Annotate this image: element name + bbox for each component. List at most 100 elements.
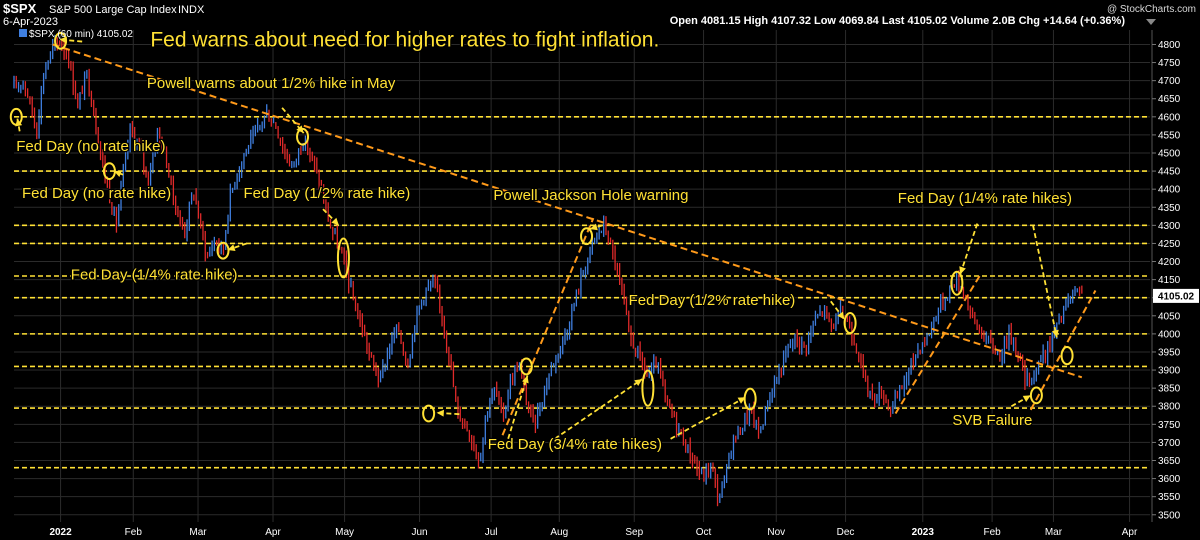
x-tick-label: Mar: [189, 527, 207, 538]
exchange-label: INDX: [178, 4, 205, 16]
y-tick-label: 4200: [1158, 257, 1181, 268]
x-tick-label: Apr: [1122, 527, 1138, 538]
event-circle: [422, 404, 436, 423]
symbol-label: $SPX: [3, 1, 37, 16]
series-legend-swatch: [19, 29, 27, 37]
y-tick-label: 3700: [1158, 438, 1181, 449]
event-circle: [1029, 386, 1043, 405]
event-circle: [580, 227, 594, 246]
arrowhead: [227, 244, 236, 251]
annotation-arrow: [507, 375, 529, 440]
x-tick-label: Oct: [696, 527, 712, 538]
last-price-label: 4105.02: [1158, 291, 1195, 302]
arrowhead: [113, 170, 122, 177]
annotation-label: SVB Failure: [952, 412, 1032, 429]
event-circle: [843, 311, 857, 335]
y-tick-label: 3750: [1158, 420, 1181, 431]
annotation-label: Fed Day (no rate hike): [16, 138, 165, 155]
arrowhead: [737, 397, 746, 404]
arrowhead: [634, 379, 643, 387]
y-tick-label: 4750: [1158, 58, 1181, 69]
stockcharts-watermark: @ StockCharts.com: [1107, 4, 1196, 15]
y-tick-label: 3950: [1158, 347, 1181, 358]
triangle-down-icon[interactable]: [1146, 19, 1156, 25]
annotation-label: Fed Day (1/2% rate hike): [629, 292, 796, 309]
x-tick-label: 2023: [912, 527, 935, 538]
y-tick-label: 4300: [1158, 221, 1181, 232]
y-tick-label: 4650: [1158, 94, 1181, 105]
y-tick-label: 4800: [1158, 40, 1181, 51]
y-tick-label: 4600: [1158, 112, 1181, 123]
y-tick-label: 3650: [1158, 456, 1181, 467]
y-tick-label: 4250: [1158, 239, 1181, 250]
annotation-arrow: [1032, 225, 1058, 338]
annotation-label: Fed Day (1/4% rate hikes): [898, 190, 1072, 207]
y-tick-label: 3850: [1158, 384, 1181, 395]
y-tick-label: 3500: [1158, 510, 1181, 521]
event-circle: [216, 241, 230, 260]
x-tick-label: Apr: [265, 527, 281, 538]
arrowhead: [15, 118, 23, 127]
arrowhead: [589, 223, 598, 231]
date-label: 6-Apr-2023: [3, 16, 58, 28]
y-tick-label: 4000: [1158, 329, 1181, 340]
x-tick-label: Jul: [485, 527, 498, 538]
x-tick-label: Mar: [1045, 527, 1063, 538]
y-tick-label: 4700: [1158, 76, 1181, 87]
price-bars: [13, 34, 1083, 507]
y-tick-label: 4550: [1158, 130, 1181, 141]
trendline: [52, 43, 1083, 379]
arrowhead: [959, 266, 966, 275]
y-tick-label: 4400: [1158, 185, 1181, 196]
annotation-label: Powell warns about 1/2% hike in May: [147, 75, 396, 92]
annotation-label: Fed Day (3/4% rate hikes): [488, 436, 662, 453]
series-legend-label: $SPX (60 min) 4105.02: [29, 29, 133, 40]
y-axis-panel: [1152, 0, 1200, 540]
event-circle: [641, 369, 655, 407]
annotation-arrow: [670, 396, 747, 440]
annotation-arrows: [15, 36, 1059, 440]
y-axis-ticks: 3500 3550 3600 3650 3700 3750 3800 3850 3900 3950…: [1152, 40, 1181, 521]
x-tick-label: Feb: [125, 527, 143, 538]
arrowhead: [837, 311, 845, 320]
ohlc-readout: Open 4081.15 High 4107.32 Low 4069.84 La…: [670, 15, 1126, 27]
arrowhead: [296, 125, 304, 134]
y-tick-label: 4350: [1158, 203, 1181, 214]
y-tick-label: 3600: [1158, 474, 1181, 485]
x-tick-label: Aug: [550, 527, 568, 538]
x-tick-label: Sep: [625, 527, 643, 538]
x-tick-label: Feb: [983, 527, 1001, 538]
x-axis-ticks: 2022 Feb Mar Apr May Jun Jul Aug Sep Oct Nov Dec 202…: [49, 527, 1138, 538]
x-tick-label: 2022: [49, 527, 72, 538]
event-circle: [743, 387, 757, 411]
annotation-label: Fed Day (1/4% rate hike): [71, 267, 238, 284]
arrowhead: [59, 36, 67, 44]
arrowhead: [1022, 395, 1031, 402]
y-tick-label: 3900: [1158, 366, 1181, 377]
annotation-labels: Fed warns about need for higher rates to…: [15, 27, 1073, 454]
x-tick-label: Jun: [411, 527, 427, 538]
trendline: [501, 217, 595, 436]
annotation-label: Fed warns about need for higher rates to…: [150, 28, 659, 51]
last-price-badge: 4105.02: [1153, 288, 1199, 303]
index-name-label: S&P 500 Large Cap Index: [49, 4, 177, 16]
arrowhead: [331, 217, 339, 226]
x-tick-label: Nov: [767, 527, 785, 538]
annotation-label: Powell Jackson Hole warning: [493, 187, 688, 204]
arrowhead: [522, 375, 529, 384]
x-axis-panel: [0, 522, 1152, 540]
chart-header: $SPX S&P 500 Large Cap Index INDX 6-Apr-…: [3, 1, 1196, 40]
y-tick-label: 3800: [1158, 402, 1181, 413]
annotation-label: Fed Day (1/2% rate hike): [243, 185, 410, 202]
last-price-box: [1153, 288, 1199, 303]
event-circle: [950, 270, 964, 296]
event-circle: [336, 237, 350, 279]
arrowhead: [436, 409, 445, 417]
y-tick-label: 3550: [1158, 492, 1181, 503]
event-circle: [1060, 345, 1074, 366]
arrowhead: [1051, 329, 1059, 338]
x-tick-label: May: [335, 527, 354, 538]
y-tick-label: 4150: [1158, 275, 1181, 286]
